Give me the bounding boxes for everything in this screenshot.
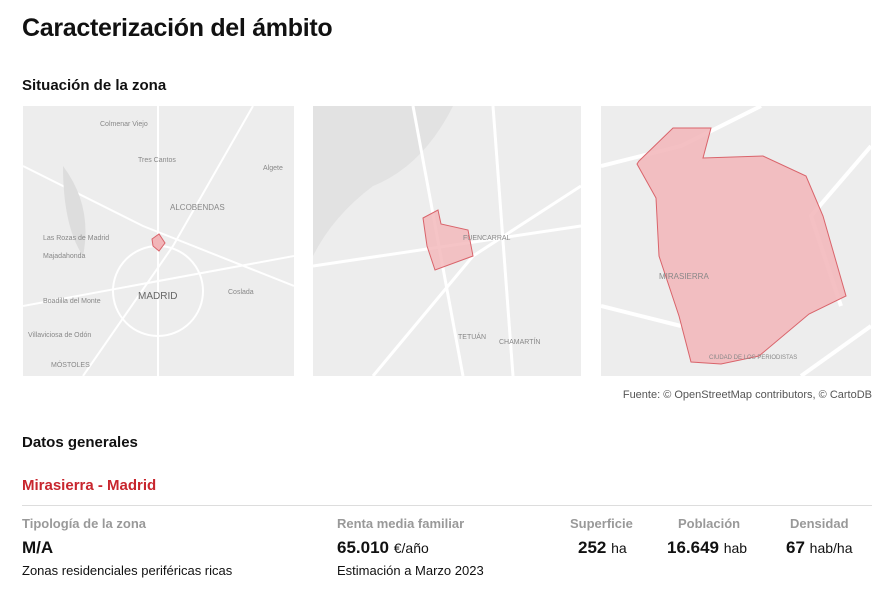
unit: hab [723, 540, 748, 556]
map-label: Villaviciosa de Odón [28, 332, 91, 339]
map-label: Coslada [228, 289, 254, 296]
stat-label: Población [678, 516, 741, 531]
unit: €/año [393, 540, 429, 556]
page-title: Caracterización del ámbito [22, 14, 333, 42]
stat-note: Estimación a Marzo 2023 [337, 563, 484, 578]
map-label: FUENCARRAL [463, 235, 511, 242]
map-label: Las Rozas de Madrid [43, 235, 109, 242]
map-canvas: FUENCARRAL TETUÁN CHAMARTÍN [313, 106, 581, 376]
map: MIRASIERRA CIUDAD DE LOS PERIODISTAS [601, 106, 871, 376]
stat-value: M/A [22, 538, 54, 557]
value: 252 [578, 538, 607, 557]
section-title: Situación de la zona [22, 77, 167, 94]
map-label: TETUÁN [458, 332, 486, 341]
map-label: Boadilla del Monte [43, 298, 101, 305]
stat-value: 252 ha [578, 538, 627, 558]
map-label: Majadahonda [43, 253, 86, 260]
map: Colmenar Viejo Tres Cantos Algete ALCOBE… [23, 106, 294, 376]
map-label: CIUDAD DE LOS PERIODISTAS [709, 355, 797, 361]
source: Fuente: © OpenStreetMap contributors, © … [622, 389, 872, 401]
map-canvas: MIRASIERRA CIUDAD DE LOS PERIODISTAS [601, 106, 871, 376]
value: 16.649 [667, 538, 719, 557]
stat-value: 67 hab/ha [786, 538, 852, 558]
map-label: ALCOBENDAS [170, 203, 225, 212]
divider [22, 505, 872, 506]
stat-label: Superficie [570, 516, 633, 531]
stat-value: 16.649 hab [667, 538, 747, 558]
map-canvas: Colmenar Viejo Tres Cantos Algete ALCOBE… [23, 106, 294, 376]
value: 65.010 [337, 538, 389, 557]
map-label: MÓSTOLES [51, 360, 90, 369]
map: FUENCARRAL TETUÁN CHAMARTÍN [313, 106, 581, 376]
map-label: CHAMARTÍN [499, 337, 540, 346]
value: 67 [786, 538, 805, 557]
section-title: Datos generales [22, 434, 138, 451]
map-label: MIRASIERRA [659, 272, 709, 281]
unit: ha [611, 540, 627, 556]
map-label: Colmenar Viejo [100, 121, 148, 128]
map-label: Algete [263, 165, 283, 172]
map-label: MADRID [138, 291, 177, 302]
stat-value: 65.010 €/año [337, 538, 429, 558]
stat-note: Zonas residenciales periféricas ricas [22, 563, 233, 578]
stat-label: Renta media familiar [337, 516, 465, 531]
place-name: Mirasierra - Madrid [22, 477, 157, 494]
unit: hab/ha [809, 540, 853, 556]
stat-label: Densidad [790, 516, 849, 531]
stat-label: Tipología de la zona [22, 516, 146, 531]
map-label: Tres Cantos [138, 157, 176, 164]
